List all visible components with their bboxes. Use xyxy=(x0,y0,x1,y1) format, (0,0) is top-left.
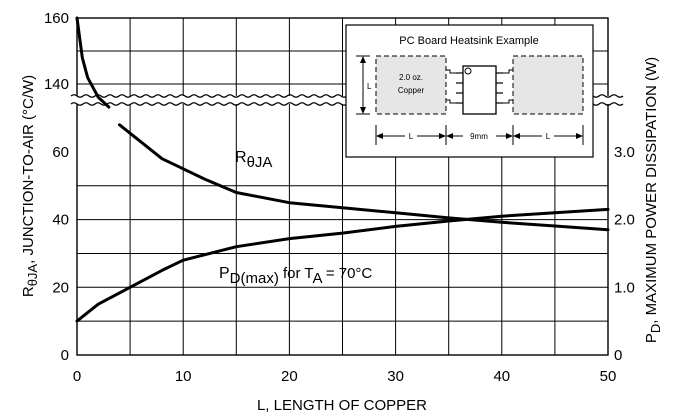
x-tick-label: 20 xyxy=(281,368,298,385)
pd-max-label: PD(max) for TA = 70°C xyxy=(219,265,372,287)
y-right-main: P xyxy=(643,333,660,343)
series-layer xyxy=(75,16,610,323)
dim-right-label: L xyxy=(546,132,551,141)
r-theta-ja-label: RθJA xyxy=(235,149,272,171)
y-axis-right-label: PD, MAXIMUM POWER DISSIPATION (W) xyxy=(643,57,663,343)
ic-package xyxy=(462,65,497,115)
copper-pad-left xyxy=(375,55,447,115)
dim-vertical-arrow-up xyxy=(360,56,366,63)
series-pd-max xyxy=(75,207,610,323)
axis-break-gap xyxy=(71,96,614,104)
ic-traces xyxy=(446,69,513,104)
dim-left-label: L xyxy=(409,132,414,141)
copper-label-line2: Copper xyxy=(398,86,425,95)
y-left-main: R xyxy=(20,286,37,297)
pd-label-sub: D(max) xyxy=(230,270,279,287)
y-right-tick-label: 1.0 xyxy=(614,279,635,296)
y-left-tick-label: 160 xyxy=(44,10,69,27)
y-left-sub: θJA xyxy=(25,264,40,287)
inset-title: PC Board Heatsink Example xyxy=(399,35,538,47)
x-tick-label: 30 xyxy=(387,368,404,385)
ic-pin1-marker xyxy=(464,67,472,75)
r-label-sub: θJA xyxy=(247,154,273,171)
y-left-tick-label: 60 xyxy=(52,144,69,161)
grid xyxy=(77,18,608,355)
copper-label-line1: 2.0 oz. xyxy=(399,73,423,82)
pd-label-rest: = 70°C xyxy=(322,265,373,282)
pd-label-main: P xyxy=(219,265,230,282)
pd-label-mid: for T xyxy=(279,265,314,282)
y-left-rest: , JUNCTION-TO-AIR (°C/W) xyxy=(20,75,37,264)
y-right-tick-label: 3.0 xyxy=(614,144,635,161)
y-left-tick-label: 20 xyxy=(52,279,69,296)
series-r-theta-ja-lower xyxy=(118,123,610,232)
y-left-tick-label: 40 xyxy=(52,212,69,229)
tick-labels: 0 10 20 30 40 50 0 20 40 60 140 160 0 1.0 2.0 3.0 xyxy=(44,10,635,385)
series-r-theta-ja-upper xyxy=(75,16,111,109)
y-right-tick-label: 0 xyxy=(614,347,622,364)
x-axis-label: L, LENGTH OF COPPER xyxy=(257,397,427,414)
x-tick-label: 10 xyxy=(175,368,192,385)
dim-center-label: 9mm xyxy=(470,132,488,141)
inset-diagram: PC Board Heatsink Example 2.0 oz. Copper xyxy=(345,24,594,158)
x-tick-label: 0 xyxy=(73,368,81,385)
dim-vertical-label: L xyxy=(367,82,372,91)
x-tick-label: 50 xyxy=(600,368,617,385)
dim-horizontal-arrows xyxy=(376,133,583,139)
ic-pins xyxy=(456,72,503,104)
y-left-tick-label: 0 xyxy=(61,347,69,364)
y-right-sub: D xyxy=(648,324,663,333)
y-right-rest: , MAXIMUM POWER DISSIPATION (W) xyxy=(643,57,660,324)
y-right-tick-label: 2.0 xyxy=(614,212,635,229)
pd-label-sub2: A xyxy=(312,270,322,287)
dim-vertical-arrow-down xyxy=(360,107,366,114)
r-label-main: R xyxy=(235,149,247,166)
y-axis-left-label: RθJA, JUNCTION-TO-AIR (°C/W) xyxy=(20,75,40,297)
y-left-tick-label: 140 xyxy=(44,76,69,93)
copper-pad-right xyxy=(512,55,584,115)
x-tick-label: 40 xyxy=(493,368,510,385)
